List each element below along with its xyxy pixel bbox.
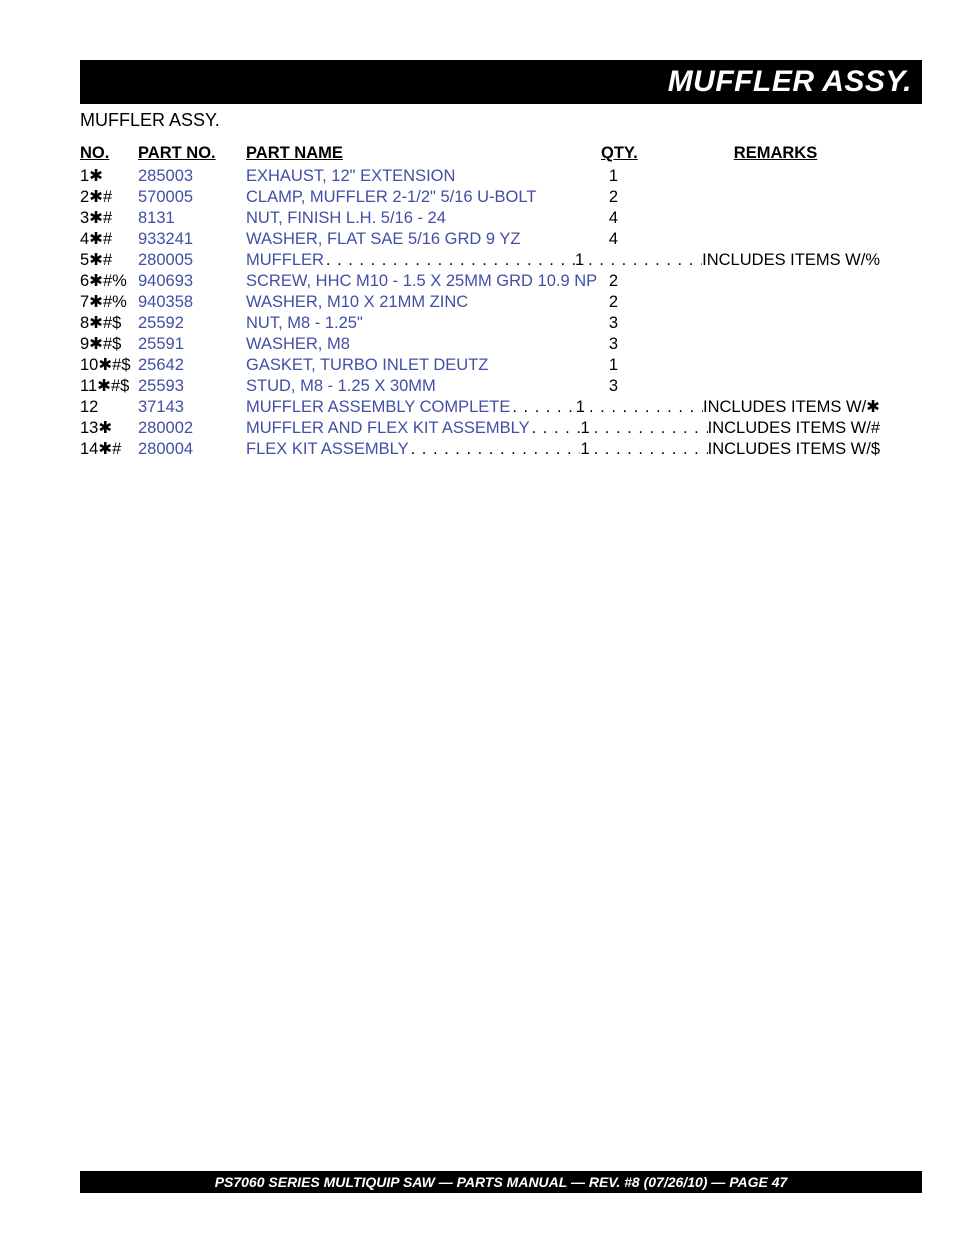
table-row: 9✱#$25591WASHER, M83 — [80, 334, 880, 355]
cell-partno: 280004 — [138, 439, 246, 460]
table-row: 2✱#570005CLAMP, MUFFLER 2-1/2" 5/16 U-BO… — [80, 187, 880, 208]
cell-name: SCREW, HHC M10 - 1.5 X 25MM GRD 10.9 NP — [246, 271, 601, 292]
cell-name: EXHAUST, 12" EXTENSION — [246, 166, 601, 187]
cell-no: 9✱#$ — [80, 334, 138, 355]
footer-text: PS7060 SERIES MULTIQUIP SAW — PARTS MANU… — [215, 1174, 788, 1190]
cell-no: 11✱#$ — [80, 376, 138, 397]
cell-no: 14✱# — [80, 439, 138, 460]
cell-qty: 1 — [580, 418, 589, 439]
dot-leader: . . . . . . . . . . . . . . . . . . . . … — [584, 250, 702, 271]
cell-partno: 933241 — [138, 229, 246, 250]
cell-partno: 25592 — [138, 313, 246, 334]
cell-partno: 25593 — [138, 376, 246, 397]
cell-qty: 1 — [576, 397, 585, 418]
cell-no: 2✱# — [80, 187, 138, 208]
cell-no: 10✱#$ — [80, 355, 138, 376]
dot-leader: . . . . . . . . . . . . . . . . . . . . … — [585, 397, 703, 418]
footer-bar: PS7060 SERIES MULTIQUIP SAW — PARTS MANU… — [80, 1171, 922, 1193]
table-row: 1✱285003EXHAUST, 12" EXTENSION1 — [80, 166, 880, 187]
col-header-no: NO. — [80, 143, 138, 164]
cell-qty: 4 — [601, 229, 626, 250]
dot-leader: . . . . . . . . . . . . . . . . . . . . … — [590, 439, 708, 460]
cell-name: MUFFLER ASSEMBLY COMPLETE . . . . . . . … — [246, 397, 576, 418]
cell-qty: 1 — [575, 250, 584, 271]
cell-remarks: 1. . . . . . . . . . . . . . . . . . . .… — [576, 397, 880, 418]
table-row: 1237143MUFFLER ASSEMBLY COMPLETE . . . .… — [80, 397, 880, 418]
cell-no: 12 — [80, 397, 138, 418]
cell-no: 7✱#% — [80, 292, 138, 313]
table-row: 10✱#$25642GASKET, TURBO INLET DEUTZ1 — [80, 355, 880, 376]
table-row: 8✱#$25592NUT, M8 - 1.25"3 — [80, 313, 880, 334]
cell-name: MUFFLER . . . . . . . . . . . . . . . . … — [246, 250, 575, 271]
cell-remarks: 1. . . . . . . . . . . . . . . . . . . .… — [580, 418, 880, 439]
cell-partno: 37143 — [138, 397, 246, 418]
table-body: 1✱285003EXHAUST, 12" EXTENSION12✱#570005… — [80, 166, 880, 460]
cell-qty: 1 — [601, 355, 626, 376]
table-row: 13✱280002MUFFLER AND FLEX KIT ASSEMBLY .… — [80, 418, 880, 439]
page-title: MUFFLER ASSY. — [668, 65, 912, 99]
subtitle: MUFFLER ASSY. — [80, 110, 220, 131]
cell-no: 13✱ — [80, 418, 138, 439]
cell-no: 6✱#% — [80, 271, 138, 292]
table-row: 4✱#933241WASHER, FLAT SAE 5/16 GRD 9 YZ4 — [80, 229, 880, 250]
col-header-partno: PART NO. — [138, 143, 246, 164]
cell-name: GASKET, TURBO INLET DEUTZ — [246, 355, 601, 376]
cell-no: 5✱# — [80, 250, 138, 271]
cell-qty: 2 — [601, 187, 626, 208]
cell-partno: 280005 — [138, 250, 246, 271]
cell-no: 4✱# — [80, 229, 138, 250]
col-header-remarks: REMARKS — [671, 143, 880, 164]
cell-no: 1✱ — [80, 166, 138, 187]
cell-name: NUT, FINISH L.H. 5/16 - 24 — [246, 208, 601, 229]
cell-no: 8✱#$ — [80, 313, 138, 334]
cell-partno: 940693 — [138, 271, 246, 292]
table-row: 14✱#280004FLEX KIT ASSEMBLY . . . . . . … — [80, 439, 880, 460]
cell-qty: 3 — [601, 313, 626, 334]
cell-partno: 25642 — [138, 355, 246, 376]
cell-name: MUFFLER AND FLEX KIT ASSEMBLY . . . . . … — [246, 418, 580, 439]
cell-name: CLAMP, MUFFLER 2-1/2" 5/16 U-BOLT — [246, 187, 601, 208]
cell-partno: 280002 — [138, 418, 246, 439]
cell-partno: 285003 — [138, 166, 246, 187]
dot-leader: . . . . . . . . . . . . . . . . . . . . … — [409, 439, 581, 460]
cell-remarks: 1. . . . . . . . . . . . . . . . . . . .… — [580, 439, 880, 460]
cell-qty: 2 — [601, 271, 626, 292]
cell-partno: 570005 — [138, 187, 246, 208]
cell-partno: 940358 — [138, 292, 246, 313]
table-row: 11✱#$25593STUD, M8 - 1.25 X 30MM3 — [80, 376, 880, 397]
cell-name: WASHER, FLAT SAE 5/16 GRD 9 YZ — [246, 229, 601, 250]
cell-qty: 2 — [601, 292, 626, 313]
cell-name: STUD, M8 - 1.25 X 30MM — [246, 376, 601, 397]
col-header-qty: QTY. — [601, 143, 671, 164]
cell-partno: 25591 — [138, 334, 246, 355]
cell-qty: 3 — [601, 334, 626, 355]
cell-name: FLEX KIT ASSEMBLY . . . . . . . . . . . … — [246, 439, 580, 460]
dot-leader: . . . . . . . . . . . . . . . . . . . . … — [510, 397, 575, 418]
parts-table: NO. PART NO. PART NAME QTY. REMARKS 1✱28… — [80, 143, 880, 460]
col-header-name: PART NAME — [246, 143, 601, 164]
cell-name: WASHER, M8 — [246, 334, 601, 355]
cell-qty: 1 — [601, 166, 626, 187]
table-row: 7✱#%940358WASHER, M10 X 21MM ZINC2 — [80, 292, 880, 313]
dot-leader: . . . . . . . . . . . . . . . . . . . . … — [530, 418, 581, 439]
table-row: 5✱#280005MUFFLER . . . . . . . . . . . .… — [80, 250, 880, 271]
cell-name: WASHER, M10 X 21MM ZINC — [246, 292, 601, 313]
cell-qty: 3 — [601, 376, 626, 397]
cell-remarks: 1. . . . . . . . . . . . . . . . . . . .… — [575, 250, 880, 271]
table-row: 3✱#8131NUT, FINISH L.H. 5/16 - 244 — [80, 208, 880, 229]
cell-partno: 8131 — [138, 208, 246, 229]
dot-leader: . . . . . . . . . . . . . . . . . . . . … — [324, 250, 575, 271]
title-bar: MUFFLER ASSY. — [80, 60, 922, 104]
cell-qty: 1 — [580, 439, 589, 460]
table-header: NO. PART NO. PART NAME QTY. REMARKS — [80, 143, 880, 164]
cell-name: NUT, M8 - 1.25" — [246, 313, 601, 334]
table-row: 6✱#%940693SCREW, HHC M10 - 1.5 X 25MM GR… — [80, 271, 880, 292]
dot-leader: . . . . . . . . . . . . . . . . . . . . … — [590, 418, 708, 439]
cell-no: 3✱# — [80, 208, 138, 229]
cell-qty: 4 — [601, 208, 626, 229]
page: MUFFLER ASSY. MUFFLER ASSY. NO. PART NO.… — [0, 0, 954, 1235]
